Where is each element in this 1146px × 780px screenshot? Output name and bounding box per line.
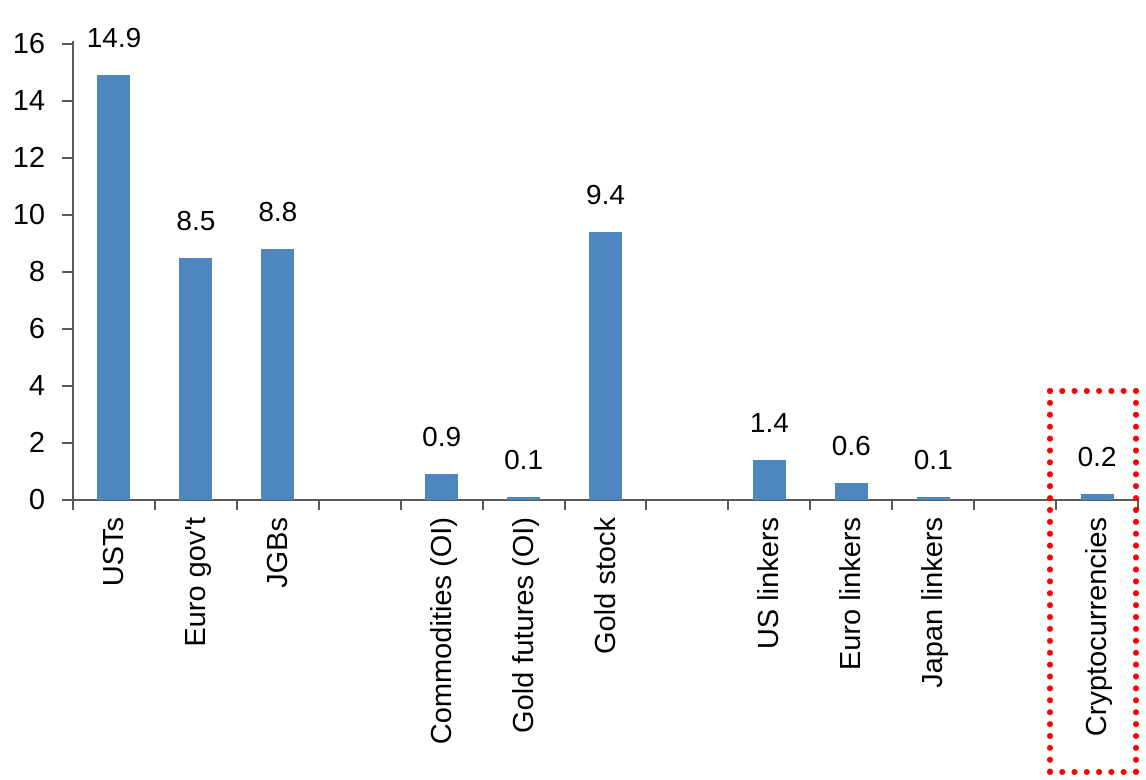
bar <box>916 497 950 500</box>
x-tick <box>891 500 894 510</box>
x-tick <box>317 500 320 510</box>
bar <box>752 460 786 500</box>
bar-value-label: 1.4 <box>749 407 789 439</box>
y-tick-label: 10 <box>12 199 45 231</box>
bar <box>1080 494 1114 500</box>
x-tick <box>563 500 566 510</box>
x-axis-line <box>73 499 1139 501</box>
x-tick <box>1055 500 1058 510</box>
y-tick-label: 6 <box>28 313 45 345</box>
y-tick-label: 0 <box>28 484 45 516</box>
bar <box>97 75 131 500</box>
x-category-label: Commodities (OI) <box>425 517 458 745</box>
x-category-label: USTs <box>97 517 130 587</box>
y-tick <box>62 214 72 216</box>
y-tick-label: 16 <box>12 28 45 60</box>
bar-value-label: 0.1 <box>504 444 544 476</box>
y-tick <box>62 43 72 45</box>
x-tick <box>645 500 648 510</box>
x-category-label: JGBs <box>261 517 294 588</box>
x-category-label: Euro gov't <box>179 517 212 647</box>
bar <box>589 232 622 500</box>
y-tick-label: 12 <box>12 142 45 174</box>
bar-value-label: 0.2 <box>1077 441 1117 473</box>
y-tick <box>62 328 72 330</box>
x-category-label: Japan linkers <box>917 517 950 688</box>
bar-value-label: 0.1 <box>913 444 953 476</box>
highlight-box <box>1047 388 1139 775</box>
bar <box>507 497 541 500</box>
x-tick <box>153 500 156 510</box>
bar-value-label: 14.9 <box>86 22 142 54</box>
x-category-label: Gold futures (OI) <box>507 517 540 733</box>
y-tick <box>62 100 72 102</box>
y-tick-label: 14 <box>12 85 45 117</box>
y-tick <box>62 442 72 444</box>
x-tick <box>481 500 484 510</box>
x-category-label: US linkers <box>753 517 786 650</box>
x-tick <box>72 500 74 510</box>
bar-value-label: 8.8 <box>258 196 298 228</box>
x-tick <box>727 500 730 510</box>
y-tick <box>62 157 72 159</box>
y-tick-label: 8 <box>28 256 45 288</box>
x-tick <box>235 500 238 510</box>
bar <box>179 257 213 500</box>
bar <box>425 474 459 500</box>
y-tick-label: 2 <box>28 427 45 459</box>
x-tick <box>399 500 402 510</box>
y-axis-line <box>72 41 74 502</box>
y-tick <box>62 499 72 501</box>
bar-value-label: 0.6 <box>831 429 871 461</box>
bar <box>834 482 868 500</box>
bar <box>261 249 295 500</box>
bar-value-label: 8.5 <box>176 204 216 236</box>
bar-value-label: 0.9 <box>422 421 462 453</box>
y-tick-label: 4 <box>28 370 45 402</box>
x-category-label: Euro linkers <box>835 517 868 671</box>
bar-value-label: 9.4 <box>586 179 625 211</box>
x-category-label: Gold stock <box>589 517 622 654</box>
y-tick <box>62 271 72 273</box>
y-tick <box>62 385 72 387</box>
x-tick <box>809 500 812 510</box>
x-tick <box>973 500 976 510</box>
